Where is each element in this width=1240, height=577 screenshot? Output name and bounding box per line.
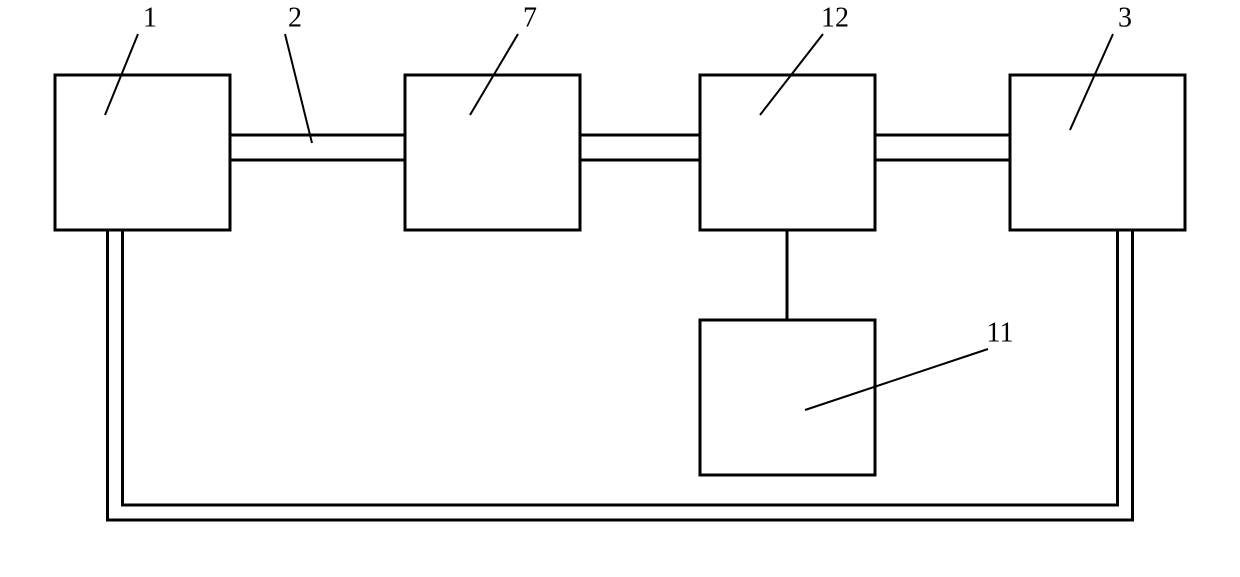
label-3: 3 <box>1118 2 1132 33</box>
label-7: 7 <box>523 2 537 33</box>
leader-pipe-2 <box>285 34 312 143</box>
label-11: 11 <box>987 317 1014 348</box>
label-pipe-2: 2 <box>288 2 302 33</box>
block-diagram: 1 7 12 3 11 2 <box>0 0 1240 577</box>
loop-outer <box>108 230 1133 520</box>
loop-inner <box>123 230 1118 505</box>
block-7 <box>405 75 580 230</box>
leader-11 <box>805 349 988 410</box>
label-12: 12 <box>821 2 849 33</box>
label-1: 1 <box>143 2 157 33</box>
block-1 <box>55 75 230 230</box>
block-3 <box>1010 75 1185 230</box>
block-12 <box>700 75 875 230</box>
leader-3 <box>1070 34 1113 130</box>
block-11 <box>700 320 875 475</box>
